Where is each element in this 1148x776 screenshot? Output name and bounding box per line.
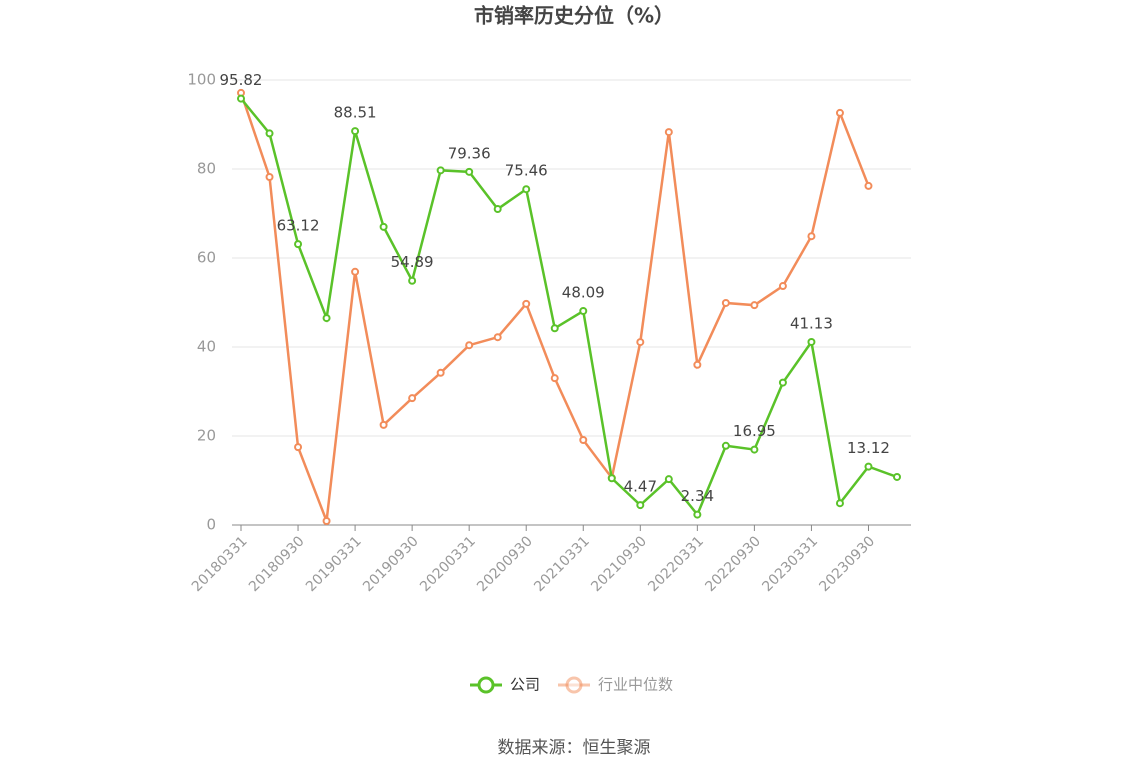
y-tick-label: 40: [197, 338, 216, 356]
x-tick-label: 20220930: [702, 533, 764, 595]
y-tick-label: 0: [206, 516, 216, 534]
series-line: [240, 97, 898, 518]
legend-marker: [565, 676, 583, 694]
point: [351, 267, 360, 276]
data-label: 2.34: [681, 487, 714, 505]
chart-title: 市销率历史分位（%）: [474, 4, 674, 28]
series-line: [239, 92, 870, 522]
point: [493, 333, 502, 342]
x-tick-label: 20230930: [816, 533, 878, 595]
data-label: 4.47: [624, 478, 657, 496]
point: [636, 338, 645, 347]
point: [579, 306, 588, 315]
point: [465, 167, 474, 176]
data-label: 88.51: [334, 104, 377, 122]
point: [693, 360, 702, 369]
point: [294, 443, 303, 452]
point: [408, 276, 417, 285]
point: [579, 436, 588, 445]
x-tick-label: 20200930: [474, 533, 536, 595]
point: [522, 299, 531, 308]
point: [778, 282, 787, 291]
point: [636, 501, 645, 510]
point: [550, 374, 559, 383]
x-tick-label: 20220331: [645, 533, 707, 595]
point: [379, 420, 388, 429]
data-label: 63.12: [277, 217, 320, 235]
point: [436, 166, 445, 175]
point: [322, 314, 331, 323]
point: [379, 222, 388, 231]
point: [465, 341, 474, 350]
point: [294, 240, 303, 249]
point: [664, 475, 673, 484]
point: [721, 441, 730, 450]
point: [721, 298, 730, 307]
point: [750, 301, 759, 310]
point: [265, 129, 274, 138]
point: [436, 368, 445, 377]
point: [778, 378, 787, 387]
legend-label: 公司: [510, 676, 540, 694]
data-label: 41.13: [790, 314, 833, 332]
x-tick-label: 20180930: [246, 533, 308, 595]
data-label: 79.36: [448, 144, 491, 162]
point: [265, 173, 274, 182]
point: [522, 185, 531, 194]
x-tick-label: 20200331: [417, 533, 479, 595]
x-tick-label: 20210930: [588, 533, 650, 595]
point: [750, 445, 759, 454]
y-tick-label: 20: [197, 427, 216, 445]
point: [550, 324, 559, 333]
x-tick-label: 20180331: [189, 533, 251, 595]
data-label: 16.95: [733, 422, 776, 440]
data-label: 54.89: [391, 253, 434, 271]
point: [835, 499, 844, 508]
point: [835, 108, 844, 117]
y-tick-label: 80: [197, 160, 216, 178]
legend-label: 行业中位数: [598, 676, 673, 694]
source: 数据来源：恒生聚源: [498, 738, 651, 758]
legend-marker: [477, 676, 495, 694]
point: [351, 127, 360, 136]
point: [807, 232, 816, 241]
data-label: 95.82: [220, 71, 263, 89]
point: [408, 394, 417, 403]
point: [864, 462, 873, 471]
x-tick-label: 20210331: [531, 533, 593, 595]
point: [693, 510, 702, 519]
point: [893, 472, 901, 481]
y-tick-label: 60: [197, 249, 216, 267]
point: [864, 181, 873, 190]
point: [807, 337, 816, 346]
point: [607, 474, 616, 483]
data-label: 75.46: [505, 162, 548, 180]
data-label: 48.09: [562, 283, 605, 301]
x-tick-label: 20190930: [360, 533, 422, 595]
x-tick-label: 20230331: [759, 533, 821, 595]
point: [664, 128, 673, 137]
point: [322, 516, 331, 525]
y-tick-label: 100: [187, 71, 216, 89]
data-label: 13.12: [847, 439, 890, 457]
point: [237, 94, 245, 103]
point: [493, 205, 502, 214]
x-tick-label: 20190331: [303, 533, 365, 595]
